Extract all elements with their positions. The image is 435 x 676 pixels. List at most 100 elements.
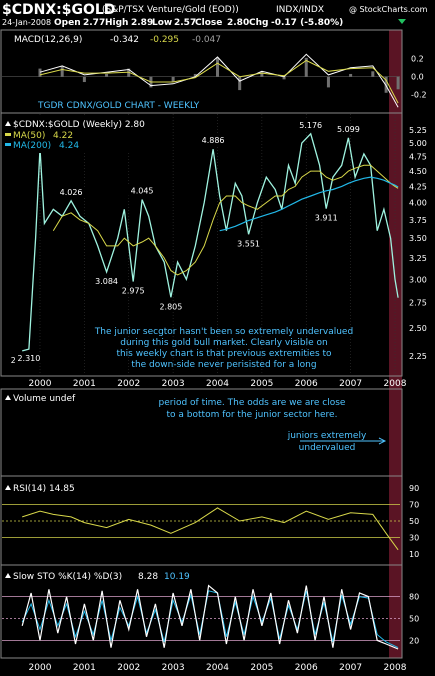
price-annotation-line-3: this weekly chart is that previous extre… [116, 349, 332, 359]
x-tick-label: 2004 [206, 379, 229, 389]
x-tick-label: 2006 [295, 663, 318, 673]
data-label-box [14, 353, 43, 364]
price-data-label: 4.026 [60, 188, 83, 197]
price-legend-box [3, 117, 143, 153]
price-data-label: 3.911 [315, 214, 338, 223]
macd-histogram-bar [371, 71, 375, 77]
price-y-tick: 5.00 [409, 139, 427, 148]
price-panel [0, 112, 403, 377]
macd-readout-3: -0.047 [192, 35, 221, 45]
price-y-tick: 2.75 [409, 299, 427, 308]
price-annotation-line-4: the down-side never perisisted for a lon… [131, 360, 316, 370]
volume-annotation2-line-1: juniors extremely [287, 431, 367, 441]
rsi-y-tick: 70 [409, 501, 419, 510]
price-y-tick: 3.75 [409, 216, 427, 225]
sto-panel [0, 564, 403, 659]
up-arrow-icon [5, 395, 11, 400]
price-y-tick: 3.25 [409, 254, 427, 263]
ma50-legend-name: MA(50) [13, 131, 45, 141]
x-tick-label: 2008 [384, 379, 407, 389]
macd-histogram-bar [304, 57, 308, 77]
rsi-y-tick: 50 [409, 517, 419, 526]
up-arrow-icon [5, 485, 11, 490]
macd-histogram-bar [349, 73, 353, 77]
price-x-axis: 2000 2001 2002 2003 2004 2005 2006 2007 2008 [29, 379, 407, 389]
data-label-box [92, 275, 121, 286]
ohlc-high-label: High [105, 18, 128, 28]
macd-histogram-bar [384, 76, 388, 93]
ma50-legend-swatch [5, 133, 11, 136]
ohlc-open-label: Open [54, 18, 81, 28]
macd-histogram-bar [171, 76, 175, 83]
price-y-tick: 5.25 [409, 126, 427, 135]
macd-histogram-bar [238, 76, 242, 91]
x-tick-label: 2001 [73, 379, 96, 389]
exchange-label: INDX/INDX [276, 5, 324, 15]
price-y-tick: 3.00 [409, 275, 427, 284]
macd-histogram-bar [193, 73, 197, 77]
macd-chart: 0.2 0.0 -0.2 [2, 53, 427, 108]
macd-histogram-bar [282, 76, 286, 80]
sto-chart: 80 50 20 [2, 584, 419, 650]
data-label-box [234, 238, 263, 249]
macd-histogram-bar [326, 76, 330, 88]
x-tick-label: 2001 [73, 663, 96, 673]
macd-histogram-bar [60, 65, 64, 77]
chart-symbol: $CDNX:$GOLD [2, 2, 115, 18]
sto-y-tick: 20 [409, 636, 419, 645]
macd-y-tick: -0.2 [411, 91, 427, 100]
price-data-label: 2.805 [159, 302, 182, 311]
price-data-label: 3.084 [95, 277, 118, 286]
chart-name: (S&P/TSX Venture/Gold (EOD)) [102, 5, 239, 15]
rsi-chart: 90 70 50 30 10 [2, 484, 419, 559]
up-arrow-icon [5, 121, 11, 126]
price-line [22, 132, 399, 352]
x-tick-label: 2000 [29, 663, 52, 673]
price-data-label: 5.099 [337, 125, 360, 134]
data-label-box [312, 212, 341, 223]
ohlc-low-label: Low [152, 18, 172, 28]
macd-line [39, 53, 399, 108]
x-tick-label: 2007 [339, 663, 362, 673]
ohlc-chg: -0.17 (-5.80%) [271, 18, 343, 28]
copyright-label: @ StockCharts.com [349, 5, 428, 14]
x-tick-label: 2002 [117, 663, 140, 673]
price-data-label: 2.310 [17, 354, 40, 363]
ma200-line [219, 176, 399, 232]
volume-annotation-line-2: to a bottom for the junior sector here. [167, 410, 338, 420]
macd-histogram-bar [260, 71, 264, 77]
x-tick-label: 2003 [162, 663, 185, 673]
price-y-tick: 4.75 [409, 153, 427, 162]
sto-title: Slow STO %K(14) %D(3) [13, 572, 122, 582]
sto-d-line [21, 590, 399, 649]
rsi-y-tick: 10 [409, 550, 419, 559]
price-y-tick: 4.50 [409, 167, 427, 176]
price-y-tick: 4.25 [409, 182, 427, 191]
macd-histogram-bar [38, 68, 42, 77]
price-subtitle: TGDR CDNX/GOLD CHART - WEEKLY [37, 101, 200, 111]
x-tick-label: 2004 [206, 663, 229, 673]
macd-readout-1: -0.342 [110, 35, 139, 45]
down-arrow-icon [398, 19, 406, 24]
ma200-legend-swatch [5, 143, 11, 146]
ohlc-close-label: Close [195, 18, 222, 28]
data-label-box [334, 123, 363, 134]
price-data-label: 2.975 [122, 287, 145, 296]
price-annotation-line-1: The junior secgtor hasn't been so extrem… [94, 327, 353, 337]
price-y-tick: 2.50 [409, 324, 427, 333]
data-label-box [156, 301, 185, 312]
macd-histogram-bar [82, 76, 86, 83]
sto-k-line [21, 584, 399, 650]
price-y-tick: 4.00 [409, 199, 427, 208]
ohlc-open: 2.77 [83, 18, 105, 28]
macd-y-tick: 0.2 [411, 55, 424, 64]
data-label-box [119, 285, 148, 296]
price-data-label: 5.176 [299, 121, 322, 130]
sto-x-axis: 2000 2001 2002 2003 2004 2005 2006 2007 2008 [29, 663, 407, 673]
annotation-arrow [300, 437, 387, 445]
rsi-title: RSI(14) 14.85 [13, 484, 75, 494]
sto-y-tick: 50 [409, 615, 419, 624]
x-tick-label: 2000 [29, 379, 52, 389]
data-label-box [199, 135, 228, 146]
price-data-label: 3.551 [237, 239, 260, 248]
